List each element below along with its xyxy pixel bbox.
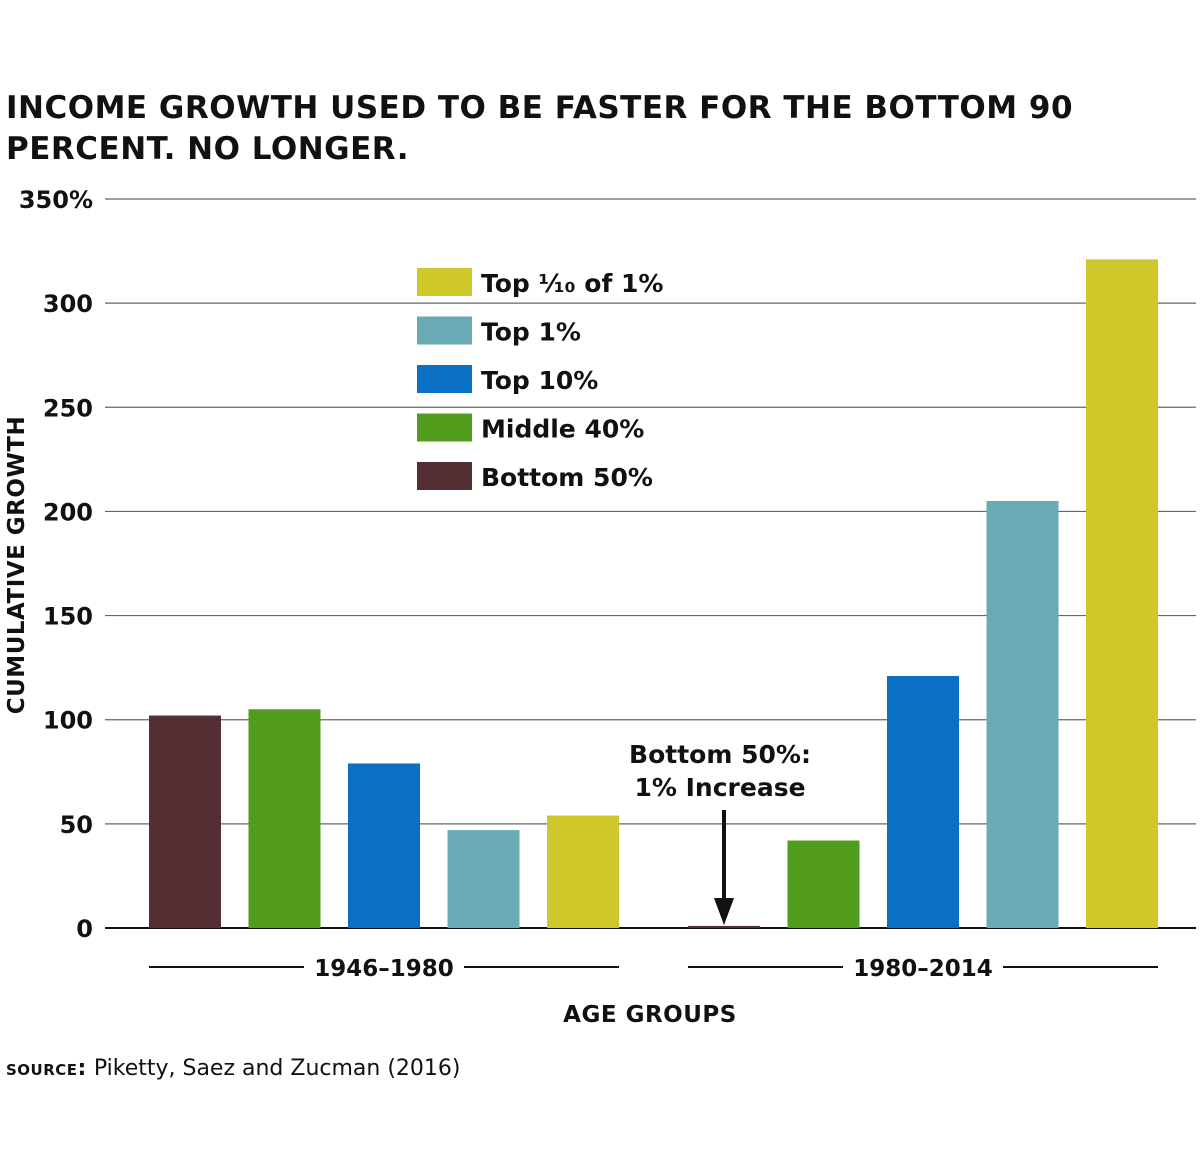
legend-swatch <box>417 413 472 442</box>
annotation-text: Bottom 50%: <box>629 740 811 769</box>
legend-swatch <box>417 316 472 345</box>
y-tick-label: 250 <box>43 394 93 422</box>
annotation-text: 1% Increase <box>634 773 805 802</box>
bar <box>248 709 321 928</box>
source-label: SOURCE: <box>6 1056 87 1081</box>
bar <box>787 840 860 928</box>
bar <box>447 830 520 928</box>
x-axis-title: AGE GROUPS <box>563 1002 737 1028</box>
bar <box>887 675 959 928</box>
source-text: Piketty, Saez and Zucman (2016) <box>93 1056 461 1081</box>
bar <box>348 763 420 928</box>
y-tick-label: 50 <box>60 811 93 839</box>
y-tick-label: 100 <box>43 707 93 735</box>
annotation-arrow-head <box>714 898 734 925</box>
legend-swatch <box>417 268 472 296</box>
y-tick-label: 0 <box>76 915 93 943</box>
legend-label: Top 10% <box>481 366 598 395</box>
legend: Top ⅒ of 1% Top 1% Top 10% Middle 40% Bottom… <box>417 268 663 492</box>
y-tick-label: 200 <box>43 498 93 526</box>
y-axis-title: CUMULATIVE GROWTH <box>4 416 30 715</box>
legend-label: Middle 40% <box>481 415 644 444</box>
bar <box>547 815 619 928</box>
legend-label: Top ⅒ of 1% <box>481 269 663 298</box>
bar <box>1086 259 1158 929</box>
bars <box>149 259 1158 929</box>
y-tick-label: 150 <box>43 603 93 631</box>
bar <box>149 715 221 928</box>
bar <box>986 501 1059 928</box>
y-tick-label: 300 <box>43 290 93 318</box>
y-axis-ticks: 0 50 100 150 200 250 300 350% <box>19 186 93 943</box>
x-group-label: 1946–1980 <box>314 956 454 982</box>
legend-swatch <box>417 365 472 393</box>
y-tick-label: 350% <box>19 186 93 214</box>
legend-swatch <box>417 462 472 490</box>
annotation: Bottom 50%: 1% Increase <box>629 740 811 925</box>
x-axis-groups: 1946–1980 1980–2014 <box>149 956 1158 982</box>
legend-label: Bottom 50% <box>481 463 653 492</box>
legend-label: Top 1% <box>481 318 581 347</box>
chart-title: INCOME GROWTH USED TO BE FASTER FOR THE … <box>6 90 1074 167</box>
bar <box>688 925 760 928</box>
x-group-label: 1980–2014 <box>853 956 993 982</box>
source-note: SOURCE: Piketty, Saez and Zucman (2016) <box>6 1056 461 1081</box>
